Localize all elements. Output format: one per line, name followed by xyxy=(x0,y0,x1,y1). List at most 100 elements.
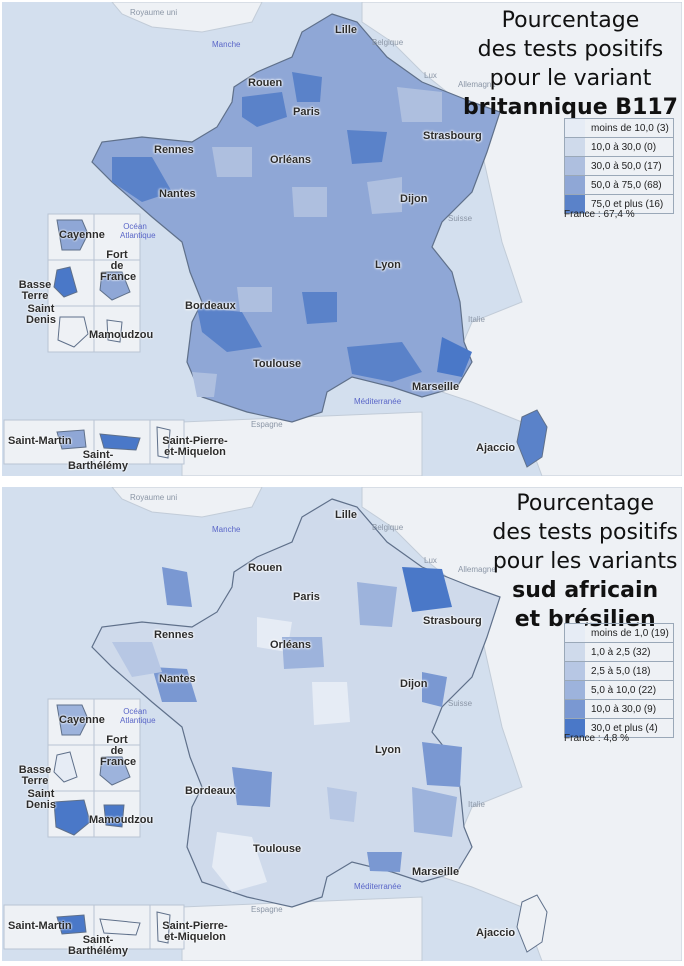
geo-label-germany: Allemagne xyxy=(458,565,496,574)
region-light xyxy=(212,147,252,177)
legend-swatch xyxy=(565,624,585,642)
region-light xyxy=(292,187,327,217)
map-panel-uk-variant: Royaume uni Belgique Lux Allemagne Suiss… xyxy=(2,2,682,476)
inset-label-saint-barthelemy: Saint-Barthélémy xyxy=(68,449,128,472)
map-title: Pourcentage des tests positifs pour le v… xyxy=(463,6,678,122)
legend-swatch xyxy=(565,719,585,737)
geo-label-atlantic: Océan Atlantique xyxy=(120,222,156,240)
geo-label-belgium: Belgique xyxy=(372,523,404,532)
inset-label-cayenne: Cayenne xyxy=(59,714,105,726)
region-dark xyxy=(162,567,192,607)
city-label-marseille: Marseille xyxy=(412,381,460,393)
geo-label-mediterranean: Méditerranée xyxy=(354,397,402,406)
france-map-uk xyxy=(3,2,682,476)
legend-swatch xyxy=(565,643,585,661)
corsica xyxy=(516,894,548,953)
title-bold-line: sud africain xyxy=(512,578,659,603)
city-label-bordeaux: Bordeaux xyxy=(185,785,236,797)
inset-label-saint-pierre: Saint-Pierre-et-Miquelon xyxy=(162,920,228,943)
city-label-toulouse: Toulouse xyxy=(253,358,302,370)
france-map-sa-br xyxy=(3,487,682,961)
region-light xyxy=(237,287,272,312)
legend-item: 10,0 à 30,0 (9) xyxy=(564,699,674,718)
region-light xyxy=(367,177,402,214)
legend-label: moins de 1,0 (19) xyxy=(591,627,669,639)
city-label-orleans: Orléans xyxy=(270,154,311,166)
inset-label-fort-de-france: Fort de France xyxy=(100,734,137,768)
legend-total: France : 4,8 % xyxy=(564,733,629,744)
region-mid xyxy=(357,582,397,627)
city-label-dijon: Dijon xyxy=(400,193,428,205)
city-label-toulouse: Toulouse xyxy=(253,843,302,855)
city-label-paris: Paris xyxy=(293,106,320,118)
title-line: pour les variants xyxy=(492,549,678,574)
legend: moins de 1,0 (19) 1,0 à 2,5 (32) 2,5 à 5,0… xyxy=(564,623,674,738)
city-label-rennes: Rennes xyxy=(154,144,194,156)
geo-label-belgium: Belgique xyxy=(372,38,404,47)
legend-item: moins de 10,0 (3) xyxy=(564,118,674,137)
legend-item: 50,0 à 75,0 (68) xyxy=(564,175,674,194)
geo-label-atlantic: Océan Atlantique xyxy=(120,707,156,725)
region-dark xyxy=(232,767,272,807)
legend-item: 30,0 et plus (4) xyxy=(564,718,674,738)
neighbours-land xyxy=(361,487,682,961)
legend-item: 75,0 et plus (16) xyxy=(564,194,674,214)
legend-label: 10,0 à 30,0 (9) xyxy=(591,703,657,715)
legend-swatch xyxy=(565,176,585,194)
france-mainland xyxy=(91,13,501,423)
geo-label-spain: Espagne xyxy=(251,420,283,429)
title-line: des tests positifs xyxy=(492,520,678,545)
geo-label-italy: Italie xyxy=(468,800,485,809)
geo-label-lux: Lux xyxy=(424,556,437,565)
region-very-light xyxy=(212,832,267,892)
city-label-ajaccio: Ajaccio xyxy=(476,442,516,454)
city-label-rouen: Rouen xyxy=(248,77,283,89)
city-label-nantes: Nantes xyxy=(159,188,196,200)
legend-swatch xyxy=(565,662,585,680)
region-dark xyxy=(422,672,447,707)
legend-item: 10,0 à 30,0 (0) xyxy=(564,137,674,156)
legend-item: 1,0 à 2,5 (32) xyxy=(564,642,674,661)
city-label-lille: Lille xyxy=(335,509,358,521)
inset-territories xyxy=(53,219,171,459)
geo-label-lux: Lux xyxy=(424,71,437,80)
title-line: Pourcentage xyxy=(516,491,655,516)
geo-label-italy: Italie xyxy=(468,315,485,324)
city-label-rennes: Rennes xyxy=(154,629,194,641)
region-mid-light xyxy=(327,787,357,822)
geo-label-switzerland: Suisse xyxy=(448,214,473,223)
national-total: France : 67,4 % xyxy=(564,209,635,220)
legend-swatch xyxy=(565,700,585,718)
legend: moins de 10,0 (3) 10,0 à 30,0 (0) 30,0 à 5… xyxy=(564,118,674,214)
region-dark xyxy=(347,342,422,382)
region-dark xyxy=(242,92,287,127)
inset-label-mamoudzou: Mamoudzou xyxy=(89,814,154,826)
region-mid xyxy=(282,637,324,669)
city-label-strasbourg: Strasbourg xyxy=(423,130,482,142)
map-panel-sa-br-variant: Royaume uni Belgique Lux Allemagne Suiss… xyxy=(2,487,682,961)
title-line: Pourcentage xyxy=(501,8,640,33)
inset-label-saint-martin: Saint-Martin xyxy=(8,920,72,932)
city-label-ajaccio: Ajaccio xyxy=(476,927,516,939)
legend-swatch xyxy=(565,195,585,213)
region-mid-light xyxy=(112,642,162,677)
map-title: Pourcentage des tests positifs pour les … xyxy=(492,489,678,634)
legend-label: 50,0 à 75,0 (68) xyxy=(591,179,662,191)
france-mainland xyxy=(91,498,501,908)
title-bold-line: et brésilien xyxy=(514,607,656,632)
legend-label: 1,0 à 2,5 (32) xyxy=(591,646,651,658)
title-line: pour le variant xyxy=(489,66,652,91)
corsica xyxy=(516,409,548,468)
legend-item: 5,0 à 10,0 (22) xyxy=(564,680,674,699)
city-label-marseille: Marseille xyxy=(412,866,460,878)
legend-swatch xyxy=(565,138,585,156)
city-label-lille: Lille xyxy=(335,24,358,36)
legend-label: 30,0 et plus (4) xyxy=(591,722,658,734)
region-darkest xyxy=(402,567,452,612)
city-label-strasbourg: Strasbourg xyxy=(423,615,482,627)
city-label-rouen: Rouen xyxy=(248,562,283,574)
city-label-orleans: Orléans xyxy=(270,639,311,651)
city-label-lyon: Lyon xyxy=(375,744,401,756)
city-label-dijon: Dijon xyxy=(400,678,428,690)
region-dark xyxy=(422,742,462,787)
